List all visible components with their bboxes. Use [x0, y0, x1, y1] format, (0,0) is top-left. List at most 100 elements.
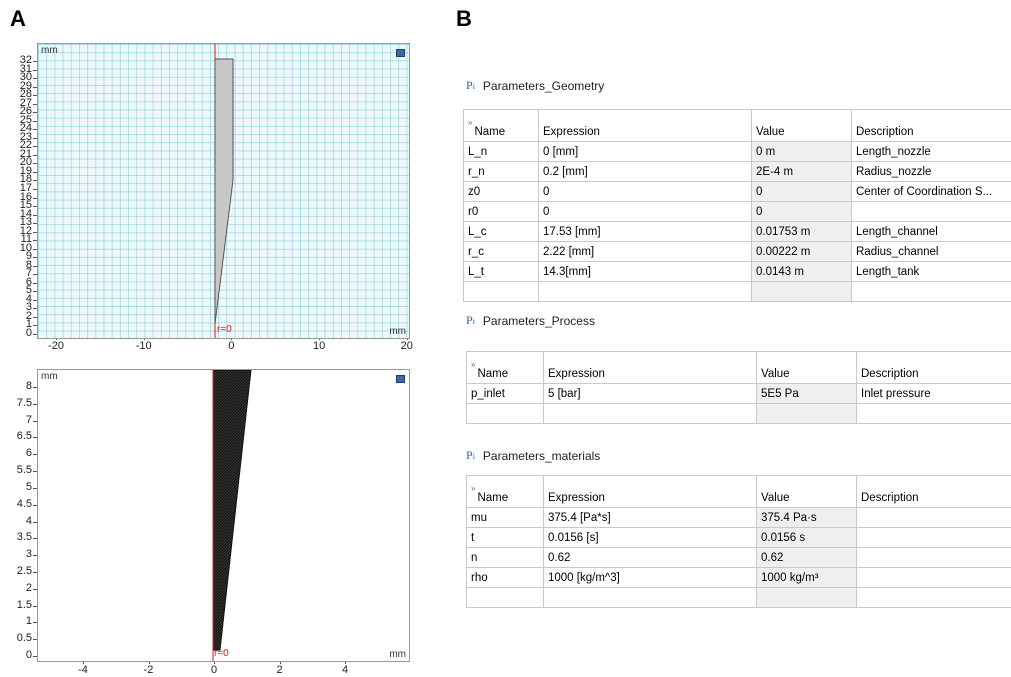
description-cell[interactable]: Inlet pressure	[856, 383, 1011, 404]
x-tick-label: -10	[135, 340, 152, 352]
table-row[interactable]: L_t 14.3[mm] 0.0143 m Length_tank	[463, 261, 1011, 282]
expression-cell[interactable]	[543, 587, 757, 608]
name-cell[interactable]: r0	[463, 201, 539, 222]
description-cell[interactable]: Radius_channel	[851, 241, 1011, 262]
y-tick-mark	[33, 299, 37, 301]
y-tick-mark	[33, 137, 37, 139]
column-header[interactable]: Description	[851, 109, 1011, 142]
table-row[interactable]: r_n 0.2 [mm] 2E-4 m Radius_nozzle	[463, 161, 1011, 182]
value-cell: 0 m	[751, 141, 852, 162]
name-cell[interactable]: n	[466, 547, 544, 568]
expression-cell[interactable]: 375.4 [Pa*s]	[543, 507, 757, 528]
table-row[interactable]	[466, 587, 1011, 608]
expression-cell[interactable]: 0 [mm]	[538, 141, 752, 162]
name-cell[interactable]: t	[466, 527, 544, 548]
table-row[interactable]: z0 0 0 Center of Coordination S...	[463, 181, 1011, 202]
expression-cell[interactable]: 0.0156 [s]	[543, 527, 757, 548]
column-header[interactable]: Value	[756, 351, 857, 384]
table-row[interactable]: p_inlet 5 [bar] 5E5 Pa Inlet pressure	[466, 383, 1011, 404]
description-cell[interactable]: Length_channel	[851, 221, 1011, 242]
description-cell[interactable]	[851, 281, 1011, 302]
expression-cell[interactable]: 5 [bar]	[543, 383, 757, 404]
description-cell[interactable]	[856, 403, 1011, 424]
expression-cell[interactable]: 0.62	[543, 547, 757, 568]
column-header[interactable]: »Name	[463, 109, 539, 142]
name-cell[interactable]: r_c	[463, 241, 539, 262]
description-cell[interactable]	[851, 201, 1011, 222]
y-tick-label: 4	[25, 292, 32, 305]
x-tick-label: 0	[210, 664, 218, 676]
column-header[interactable]: Value	[751, 109, 852, 142]
mesh-plot[interactable]: mm r=0 mm	[37, 369, 410, 662]
column-header[interactable]: Description	[856, 475, 1011, 508]
description-cell[interactable]: Radius_nozzle	[851, 161, 1011, 182]
y-tick-mark	[33, 188, 37, 190]
column-header[interactable]: »Name	[466, 351, 544, 384]
name-cell[interactable]	[466, 403, 544, 424]
column-header[interactable]: Expression	[543, 351, 757, 384]
expand-columns-icon[interactable]: »	[471, 360, 476, 369]
name-cell[interactable]: rho	[466, 567, 544, 588]
y-tick-mark	[33, 387, 37, 388]
panel-label-a: A	[10, 6, 26, 31]
y-tick-label: 2	[25, 309, 32, 322]
name-cell[interactable]: L_t	[463, 261, 539, 282]
table-header-row: »Name Expression Value Description	[466, 475, 1011, 508]
name-cell[interactable]	[466, 587, 544, 608]
expression-cell[interactable]	[538, 281, 752, 302]
table-row[interactable]: mu 375.4 [Pa*s] 375.4 Pa·s	[466, 507, 1011, 528]
column-header[interactable]: Expression	[543, 475, 757, 508]
description-cell[interactable]: Length_tank	[851, 261, 1011, 282]
description-cell[interactable]: Length_nozzle	[851, 141, 1011, 162]
geometry-plot[interactable]: mm r=0 mm	[37, 43, 410, 339]
table-row[interactable]: n 0.62 0.62	[466, 547, 1011, 568]
table-row[interactable]: rho 1000 [kg/m^3] 1000 kg/m³	[466, 567, 1011, 588]
column-header[interactable]: Description	[856, 351, 1011, 384]
column-header[interactable]: Value	[756, 475, 857, 508]
value-cell: 0.0156 s	[756, 527, 857, 548]
description-cell[interactable]: Center of Coordination S...	[851, 181, 1011, 202]
table-row[interactable]: L_c 17.53 [mm] 0.01753 m Length_channel	[463, 221, 1011, 242]
y-tick-mark	[33, 403, 37, 405]
name-cell[interactable]: z0	[463, 181, 539, 202]
description-cell[interactable]	[856, 527, 1011, 548]
name-cell[interactable]: L_n	[463, 141, 539, 162]
table-row[interactable]	[463, 281, 1011, 302]
column-header[interactable]: Expression	[538, 109, 752, 142]
y-tick-label: 16	[19, 190, 32, 203]
description-cell[interactable]	[856, 547, 1011, 568]
table-row[interactable]: r0 0 0	[463, 201, 1011, 222]
name-cell[interactable]: mu	[466, 507, 544, 528]
zoom-extents-icon[interactable]	[396, 49, 405, 57]
expand-columns-icon[interactable]: »	[471, 484, 476, 493]
description-cell[interactable]	[856, 567, 1011, 588]
description-cell[interactable]	[856, 507, 1011, 528]
expression-cell[interactable]: 17.53 [mm]	[538, 221, 752, 242]
expression-cell[interactable]: 0.2 [mm]	[538, 161, 752, 182]
table-header-row: »Name Expression Value Description	[466, 351, 1011, 384]
table-row[interactable]: r_c 2.22 [mm] 0.00222 m Radius_channel	[463, 241, 1011, 262]
expression-cell[interactable]: 1000 [kg/m^3]	[543, 567, 757, 588]
table-row[interactable]	[466, 403, 1011, 424]
expression-cell[interactable]	[543, 403, 757, 424]
expression-cell[interactable]: 0	[538, 201, 752, 222]
name-cell[interactable]: L_c	[463, 221, 539, 242]
table-row[interactable]: L_n 0 [mm] 0 m Length_nozzle	[463, 141, 1011, 162]
name-cell[interactable]: r_n	[463, 161, 539, 182]
zoom-extents-icon[interactable]	[396, 375, 405, 383]
expression-cell[interactable]: 14.3[mm]	[538, 261, 752, 282]
expand-columns-icon[interactable]: »	[468, 118, 473, 127]
x-tick-label: -2	[143, 664, 154, 676]
expression-cell[interactable]: 2.22 [mm]	[538, 241, 752, 262]
y-tick-mark	[33, 420, 37, 422]
table-row[interactable]: t 0.0156 [s] 0.0156 s	[466, 527, 1011, 548]
column-header-label: Value	[761, 368, 790, 380]
y-tick-label: 0.5	[16, 632, 32, 645]
description-cell[interactable]	[856, 587, 1011, 608]
y-tick-mark	[33, 129, 37, 131]
column-header[interactable]: »Name	[466, 475, 544, 508]
name-cell[interactable]: p_inlet	[466, 383, 544, 404]
expression-cell[interactable]: 0	[538, 181, 752, 202]
name-cell[interactable]	[463, 281, 539, 302]
